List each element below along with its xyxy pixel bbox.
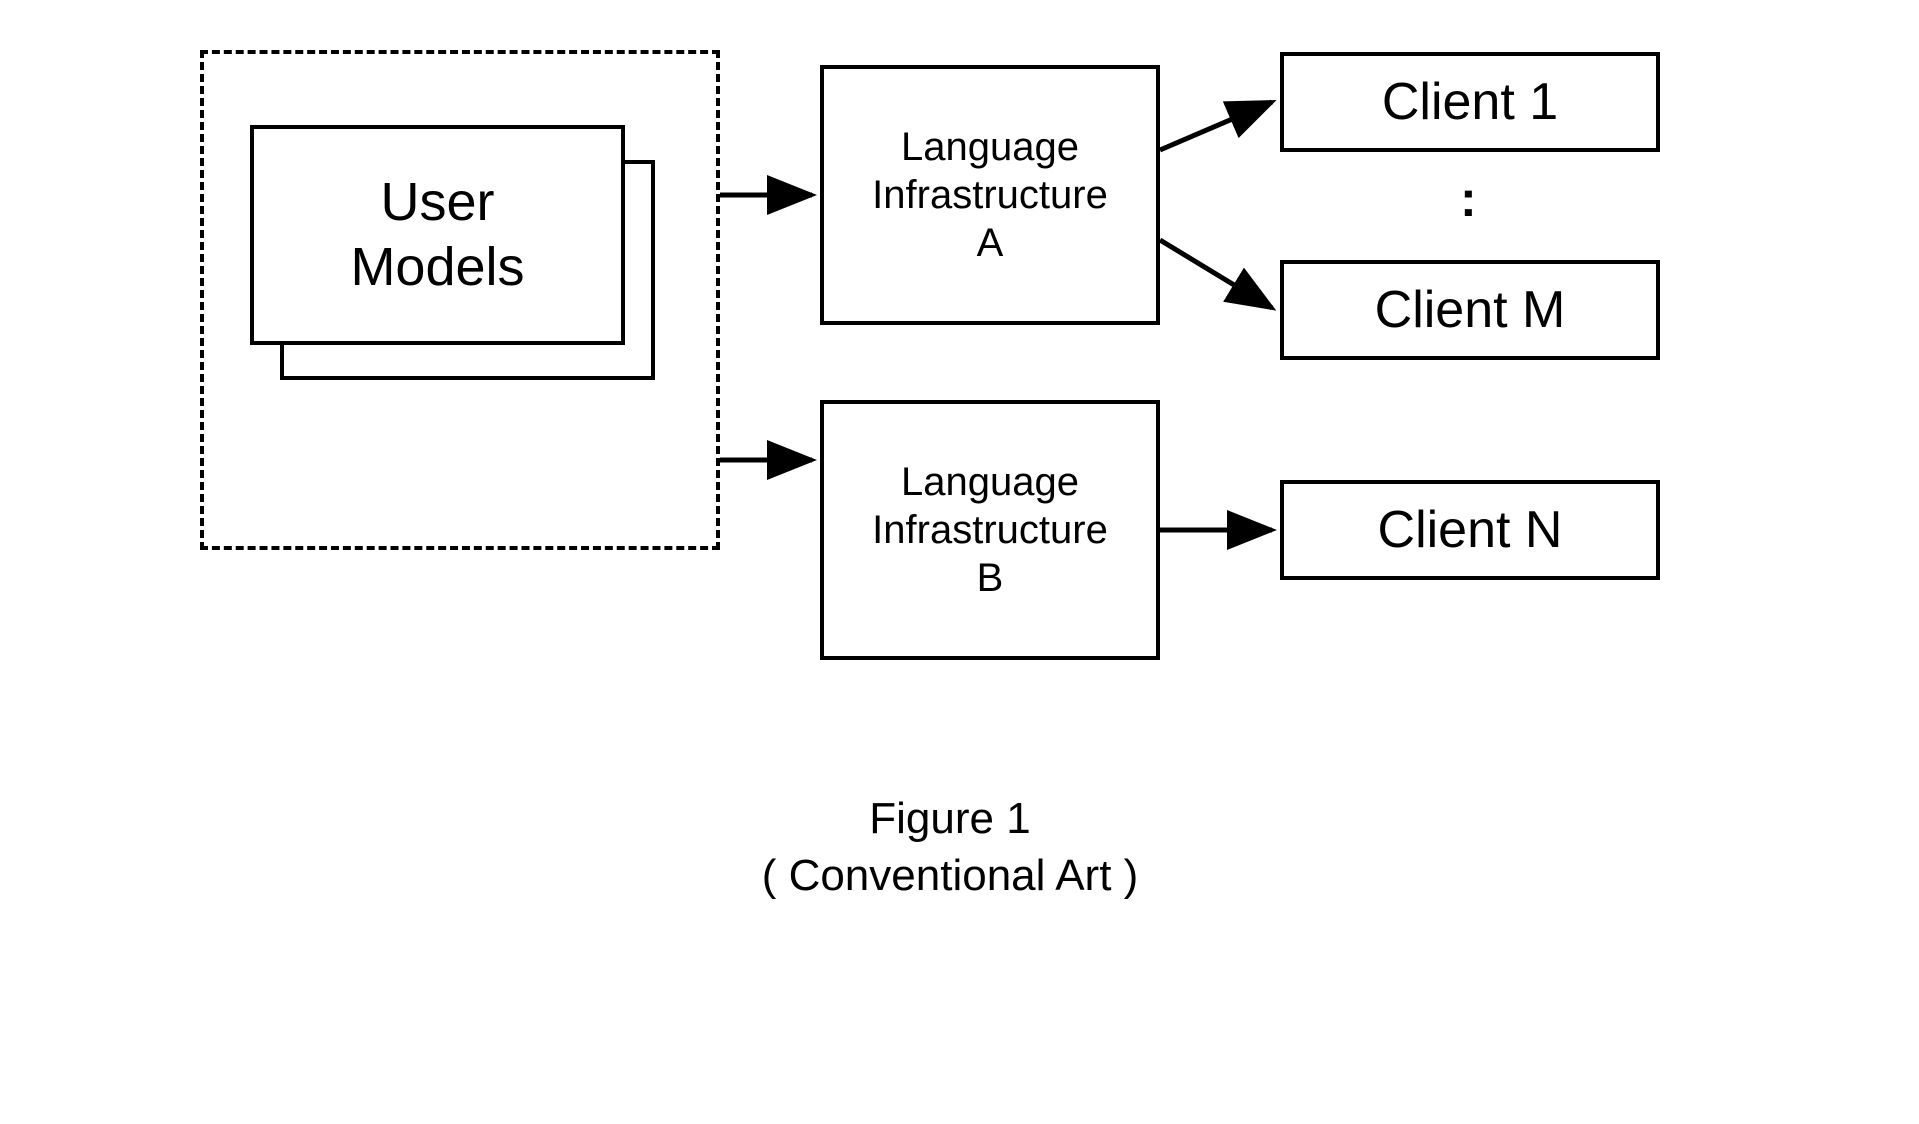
caption-line-1: Figure 1 [600,790,1300,847]
ellipsis-colon: : [1460,170,1477,228]
language-infra-a-label: Language Infrastructure A [872,123,1108,267]
client-m-box: Client M [1280,260,1660,360]
client-n-label: Client N [1378,499,1563,561]
architecture-diagram: User Models Language Infrastructure A La… [200,50,1700,1050]
client-1-box: Client 1 [1280,52,1660,152]
figure-caption: Figure 1 ( Conventional Art ) [600,790,1300,904]
client-n-box: Client N [1280,480,1660,580]
language-infra-b-label: Language Infrastructure B [872,458,1108,602]
user-models-box-front: User Models [250,125,625,345]
caption-line-2: ( Conventional Art ) [600,847,1300,904]
language-infra-a-box: Language Infrastructure A [820,65,1160,325]
arrow-to-client-1 [1160,102,1272,150]
client-1-label: Client 1 [1382,71,1558,133]
user-models-label: User Models [350,170,524,300]
colon-label: : [1460,171,1477,227]
client-m-label: Client M [1375,279,1566,341]
language-infra-b-box: Language Infrastructure B [820,400,1160,660]
arrow-to-client-m [1160,240,1272,308]
